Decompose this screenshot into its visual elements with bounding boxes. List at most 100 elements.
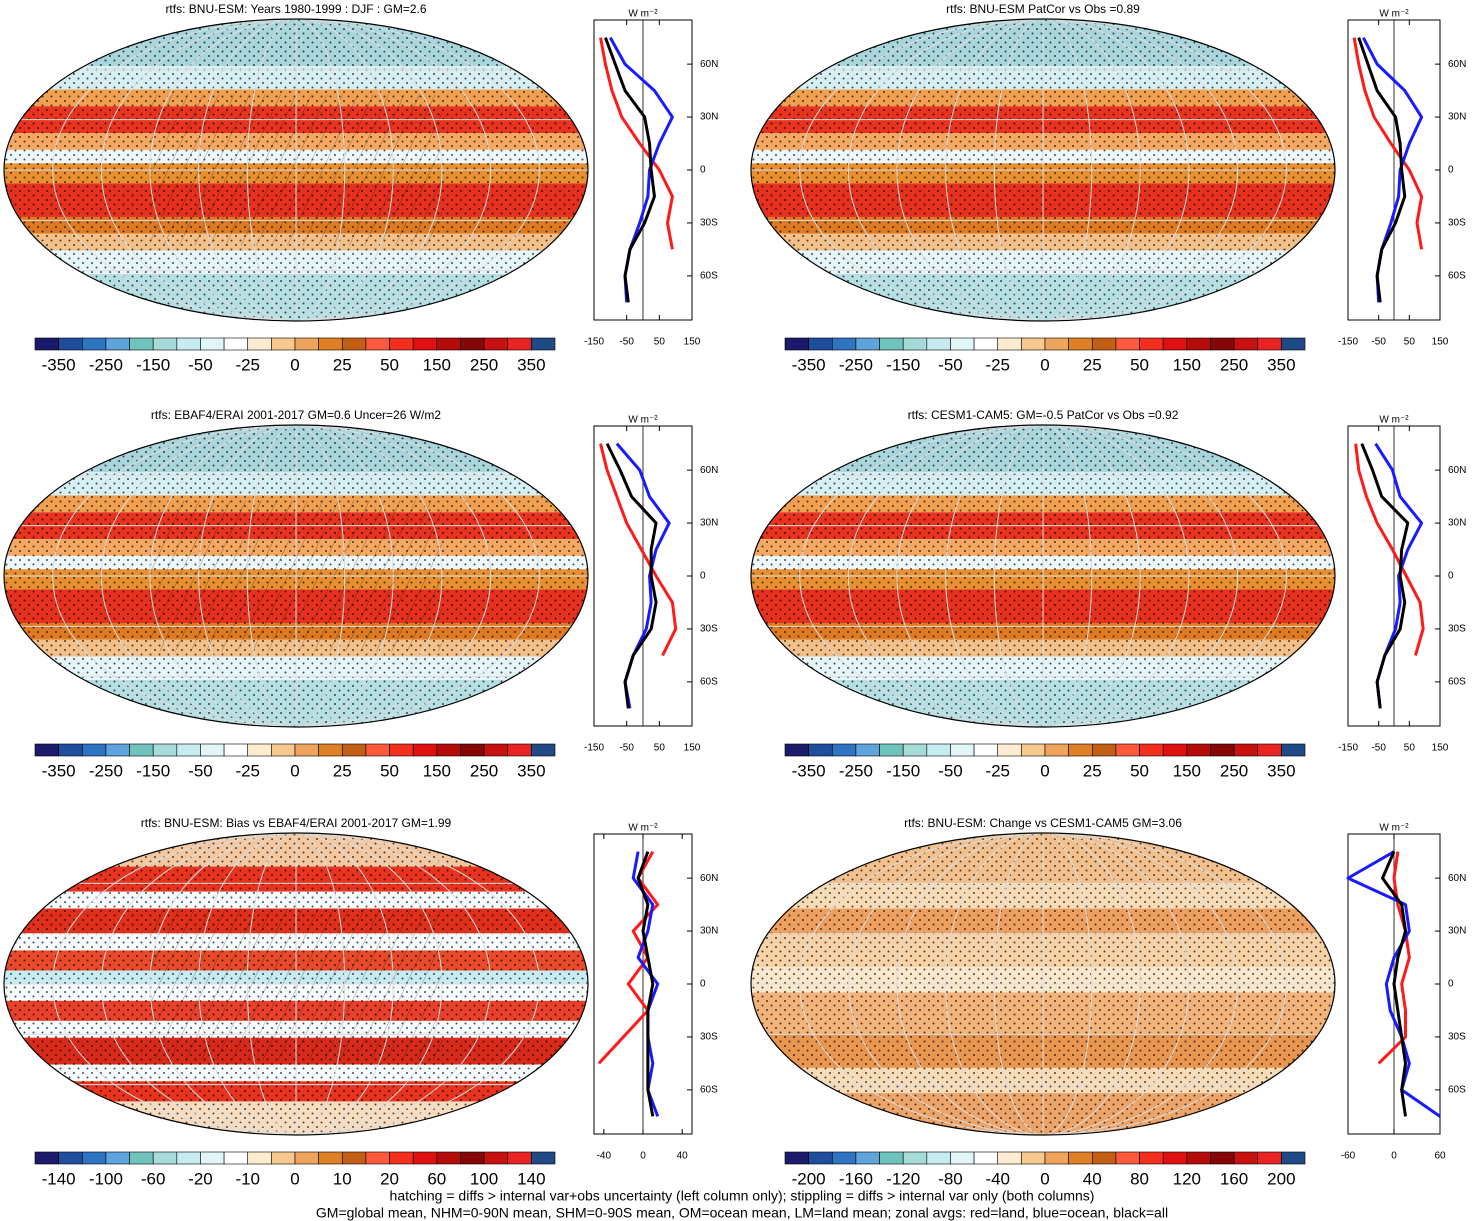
map xyxy=(751,425,1335,727)
x-tick-label: 50 xyxy=(654,743,666,754)
colorbar-box xyxy=(507,337,532,351)
x-tick-label: 150 xyxy=(684,337,701,348)
map-title: rtfs: CESM1-CAM5: GM=-0.5 PatCor vs Obs … xyxy=(908,408,1179,422)
colorbar-label: -160 xyxy=(839,1169,873,1188)
colorbar-box xyxy=(318,1151,343,1165)
y-tick-label: 30S xyxy=(700,218,718,229)
y-tick-label: 0 xyxy=(700,571,706,582)
colorbar-label: -350 xyxy=(42,761,76,780)
colorbar-box xyxy=(389,1151,414,1165)
colorbar-box xyxy=(950,1151,975,1165)
colorbar-box xyxy=(152,743,178,757)
unit-label: W m⁻² xyxy=(1379,9,1409,20)
y-tick-label: 60S xyxy=(700,271,718,282)
colorbar-box xyxy=(973,1151,999,1165)
unit-label: W m⁻² xyxy=(628,9,658,20)
x-tick-label: 40 xyxy=(677,1151,689,1162)
colorbar-box xyxy=(365,1151,390,1165)
y-tick-label: 60N xyxy=(1448,465,1466,476)
colorbar-box xyxy=(1233,743,1259,757)
colorbar-label: -50 xyxy=(938,355,963,374)
colorbar-box xyxy=(1186,337,1211,351)
colorbar-box xyxy=(1091,1151,1117,1165)
colorbar-label: -150 xyxy=(886,355,920,374)
colorbar-label: 250 xyxy=(470,355,498,374)
colorbar-label: -140 xyxy=(42,1169,76,1188)
colorbar-label: -250 xyxy=(89,761,123,780)
colorbar-label: 100 xyxy=(470,1169,498,1188)
colorbar-box xyxy=(105,337,130,351)
colorbar-box xyxy=(808,1151,833,1165)
colorbar-box xyxy=(1021,1151,1046,1165)
colorbar-box xyxy=(1162,337,1188,351)
colorbar-label: 80 xyxy=(1130,1169,1149,1188)
colorbar-box xyxy=(926,743,951,757)
y-tick-label: 30N xyxy=(1448,112,1466,123)
colorbar-box xyxy=(460,1151,485,1165)
y-tick-label: 30S xyxy=(1448,624,1466,635)
colorbar-label: 200 xyxy=(1267,1169,1295,1188)
zonal-line xyxy=(599,37,674,250)
colorbar-box xyxy=(365,337,390,351)
colorbar-box xyxy=(831,337,857,351)
colorbar-box xyxy=(460,337,485,351)
y-tick-label: 0 xyxy=(1448,979,1454,990)
colorbar-label: -250 xyxy=(89,355,123,374)
unit-label: W m⁻² xyxy=(1379,415,1409,426)
colorbar-box xyxy=(1257,743,1282,757)
colorbar-label: -150 xyxy=(886,761,920,780)
colorbar-box xyxy=(176,743,201,757)
colorbar-box xyxy=(247,1151,272,1165)
colorbar-box xyxy=(460,743,485,757)
x-tick-label: -40 xyxy=(597,1151,612,1162)
zonal-line xyxy=(636,851,655,1117)
y-tick-label: 60S xyxy=(1448,677,1466,688)
colorbar-label: -120 xyxy=(886,1169,920,1188)
colorbar-label: -150 xyxy=(136,761,170,780)
colorbar-box xyxy=(784,337,809,351)
colorbar-box xyxy=(341,1151,367,1165)
colorbar-label: 350 xyxy=(517,355,545,374)
x-tick-label: 150 xyxy=(1432,743,1449,754)
colorbar-box xyxy=(58,1151,83,1165)
y-tick-label: 30S xyxy=(700,624,718,635)
colorbar-box xyxy=(879,743,904,757)
map-border xyxy=(750,18,1336,322)
colorbar-label: 20 xyxy=(380,1169,399,1188)
x-tick-label: -150 xyxy=(584,337,604,348)
colorbar-label: -25 xyxy=(235,355,260,374)
y-tick-label: 30S xyxy=(1448,1032,1466,1043)
colorbar-label: -250 xyxy=(839,761,873,780)
y-tick-label: 30N xyxy=(1448,926,1466,937)
colorbar-label: 0 xyxy=(290,761,299,780)
colorbar-box xyxy=(1139,1151,1164,1165)
colorbar-box xyxy=(223,743,249,757)
zonal-line xyxy=(1360,443,1410,709)
colorbar-label: -350 xyxy=(42,355,76,374)
map-border xyxy=(3,832,589,1136)
colorbar-box xyxy=(1139,743,1164,757)
colorbar-box xyxy=(531,1151,556,1165)
colorbar-box xyxy=(855,337,880,351)
colorbar-box xyxy=(1068,1151,1093,1165)
colorbar-box xyxy=(1044,337,1069,351)
colorbar-box xyxy=(879,337,904,351)
map-border xyxy=(3,18,589,322)
colorbar-box xyxy=(412,743,438,757)
colorbar-box xyxy=(1233,1151,1259,1165)
y-tick-label: 60S xyxy=(1448,1085,1466,1096)
colorbar-box xyxy=(58,743,83,757)
colorbar-box xyxy=(176,337,201,351)
colorbar-label: -50 xyxy=(188,761,213,780)
colorbar-label: 250 xyxy=(470,761,498,780)
colorbar-label: 25 xyxy=(333,355,352,374)
colorbar-box xyxy=(997,1151,1022,1165)
colorbar-box xyxy=(129,743,154,757)
map-border xyxy=(750,832,1336,1136)
zonal-line xyxy=(1381,851,1407,1117)
map-title: rtfs: BNU-ESM: Years 1980-1999 : DJF : G… xyxy=(165,2,426,16)
colorbar-box xyxy=(1021,337,1046,351)
colorbar-box xyxy=(223,337,249,351)
x-tick-label: -60 xyxy=(1341,1151,1356,1162)
